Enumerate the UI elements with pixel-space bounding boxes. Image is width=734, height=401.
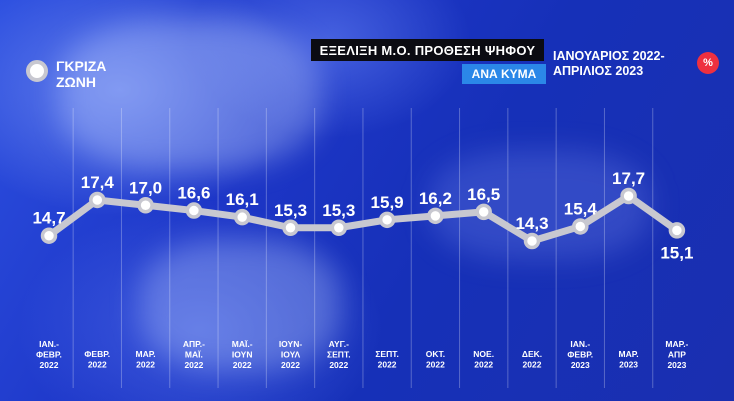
x-tick-label: ΟΚΤ. [426,349,445,359]
x-tick-label: ΙΟΥΝ- [279,339,303,349]
chart-subtitle: ΑΝΑ ΚΥΜΑ [462,64,546,84]
x-tick-label: ΙΑΝ.- [570,339,590,349]
period-label: ΙΑΝΟΥΑΡΙΟΣ 2022- ΑΠΡΙΛΙΟΣ 2023 [553,49,693,79]
x-tick-label: 2023 [571,360,590,370]
x-tick-label: ΙΟΥΛ [281,350,301,360]
x-tick-label: ΜΑΪ. [185,350,203,360]
data-label: 14,3 [515,214,548,233]
x-tick-label: ΜΑΪ.- [232,339,253,349]
period-line: ΑΠΡΙΛΙΟΣ 2023 [553,64,644,78]
x-tick-label: ΑΠΡ [668,350,686,360]
x-tick-label: 2022 [233,360,252,370]
data-point [572,218,589,235]
x-tick-label: 2022 [184,360,203,370]
data-label: 15,3 [274,201,307,220]
period-line: ΙΑΝΟΥΑΡΙΟΣ 2022- [553,49,665,63]
percent-badge: % [697,52,719,74]
data-label: 14,7 [32,209,65,228]
x-tick-label: ΙΑΝ.- [39,339,59,349]
x-tick-label: ΣΕΠΤ. [327,350,351,360]
data-label: 17,0 [129,178,162,197]
data-label: 16,2 [419,189,452,208]
data-label: 15,3 [322,201,355,220]
x-tick-label: 2023 [667,360,686,370]
x-tick-label: 2022 [523,360,542,370]
x-tick-label: ΣΕΠΤ. [375,349,399,359]
data-point [330,219,348,237]
x-tick-label: 2022 [426,360,445,370]
x-tick-label: 2022 [136,360,155,370]
data-point [475,203,492,221]
data-point [523,232,541,250]
x-tick-label: ΜΑΡ. [619,349,639,359]
data-point [282,219,299,237]
legend-label-line: ΖΩΝΗ [56,74,96,90]
x-tick-label: ΜΑΡ. [136,349,156,359]
data-point [378,211,396,229]
x-tick-label: ΑΥΓ.- [329,339,350,349]
chart-title: ΕΞΕΛΙΞΗ Μ.Ο. ΠΡΟΘΕΣΗ ΨΗΦΟΥ [311,39,544,61]
data-point [668,222,686,239]
data-point [185,202,203,219]
data-label: 17,7 [612,169,645,188]
x-tick-label: ΦΕΒΡ. [36,350,62,360]
data-point [137,197,154,214]
x-tick-label: 2022 [281,360,300,370]
data-label: 16,1 [226,190,259,209]
x-tick-label: 2022 [40,360,59,370]
legend-marker [26,60,48,82]
data-label: 16,5 [467,185,500,204]
x-tick-label: 2022 [329,360,348,370]
x-tick-label: 2022 [474,360,493,370]
x-tick-label: 2023 [619,360,638,370]
data-label: 15,4 [564,199,598,218]
legend-label-line: ΓΚΡΙΖΑ [56,58,107,74]
data-label: 17,4 [81,173,115,192]
x-tick-label: ΔΕΚ. [522,349,542,359]
data-label: 15,1 [660,243,693,262]
x-tick-label: ΝΟΕ. [473,349,494,359]
x-tick-label: ΜΑΡ.- [665,339,688,349]
x-tick-label: 2022 [88,360,107,370]
data-point [40,227,58,244]
data-label: 15,9 [371,193,404,212]
data-point [233,208,251,226]
legend-label: ΓΚΡΙΖΑ ΖΩΝΗ [56,58,136,90]
x-tick-label: ΙΟΥΝ [232,350,253,360]
data-point [620,187,637,205]
x-tick-label: 2022 [378,360,397,370]
legend: ΓΚΡΙΖΑ ΖΩΝΗ [26,58,136,90]
x-tick-label: ΑΠΡ.- [183,339,205,349]
x-tick-label: ΦΕΒΡ. [84,349,110,359]
data-label: 16,6 [177,184,210,203]
data-point [89,191,106,209]
data-point [427,207,444,225]
x-tick-label: ΦΕΒΡ. [567,350,593,360]
